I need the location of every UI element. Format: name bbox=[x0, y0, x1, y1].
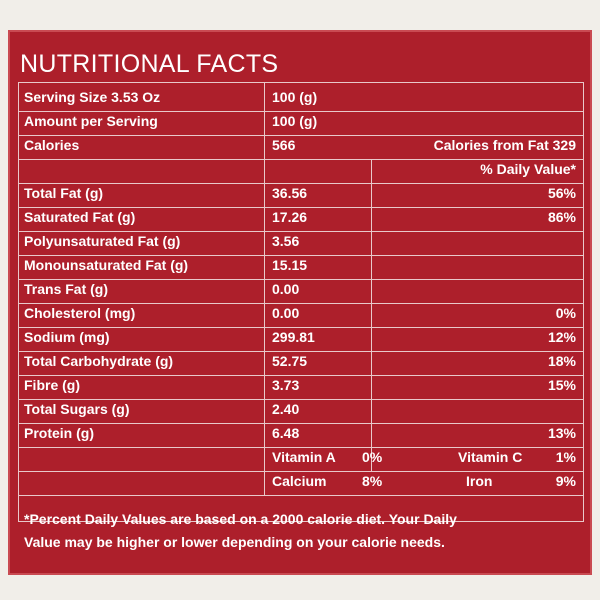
row-divider bbox=[19, 447, 583, 448]
nutrient-value: 0.00 bbox=[272, 305, 300, 321]
calories-from-fat: Calories from Fat 329 bbox=[433, 137, 576, 153]
calories-value: 566 bbox=[272, 137, 296, 153]
row-divider bbox=[19, 111, 583, 112]
nutrient-label: Total Sugars (g) bbox=[24, 401, 130, 417]
footnote: *Percent Daily Values are based on a 200… bbox=[24, 508, 584, 554]
nutrient-value: 6.48 bbox=[272, 425, 300, 441]
row-divider bbox=[19, 183, 583, 184]
panel-title: NUTRITIONAL FACTS bbox=[20, 50, 279, 78]
nutrient-value: 17.26 bbox=[272, 209, 308, 225]
nutrient-label: Monounsaturated Fat (g) bbox=[24, 257, 189, 273]
vitamin-a-value: 0% bbox=[362, 449, 383, 465]
nutrient-value: 52.75 bbox=[272, 353, 308, 369]
daily-value-header: % Daily Value* bbox=[480, 161, 576, 177]
column-divider bbox=[371, 159, 372, 471]
vitamin-c-value: 1% bbox=[555, 449, 576, 465]
row-divider bbox=[19, 303, 583, 304]
row-divider bbox=[19, 231, 583, 232]
nutrient-label: Fibre (g) bbox=[24, 377, 80, 393]
calcium-value: 8% bbox=[362, 473, 383, 489]
nutrient-value: 299.81 bbox=[272, 329, 315, 345]
nutrient-label: Sodium (mg) bbox=[24, 329, 110, 345]
nutrient-daily-value: 12% bbox=[547, 329, 576, 345]
row-divider bbox=[19, 495, 583, 496]
row-divider bbox=[19, 351, 583, 352]
nutrient-value: 0.00 bbox=[272, 281, 300, 297]
nutrient-daily-value: 0% bbox=[555, 305, 576, 321]
nutrient-value: 3.56 bbox=[272, 233, 300, 249]
row-divider bbox=[19, 279, 583, 280]
iron-label: Iron bbox=[466, 473, 493, 489]
footnote-line: Value may be higher or lower depending o… bbox=[24, 534, 445, 550]
row-divider bbox=[19, 207, 583, 208]
row-divider bbox=[19, 159, 583, 160]
nutrient-label: Protein (g) bbox=[24, 425, 94, 441]
vitamin-a-label: Vitamin A bbox=[272, 449, 336, 465]
calories-label: Calories bbox=[24, 137, 80, 153]
nutrient-daily-value: 56% bbox=[547, 185, 576, 201]
nutrient-daily-value: 15% bbox=[547, 377, 576, 393]
row-divider bbox=[19, 327, 583, 328]
calcium-label: Calcium bbox=[272, 473, 327, 489]
nutrient-label: Total Carbohydrate (g) bbox=[24, 353, 174, 369]
vitamin-c-label: Vitamin C bbox=[458, 449, 523, 465]
amount-per-serving-value: 100 (g) bbox=[272, 113, 318, 129]
nutrient-label: Saturated Fat (g) bbox=[24, 209, 136, 225]
nutrient-label: Cholesterol (mg) bbox=[24, 305, 136, 321]
column-divider bbox=[264, 83, 265, 495]
serving-size-value: 100 (g) bbox=[272, 89, 318, 105]
nutrient-label: Total Fat (g) bbox=[24, 185, 104, 201]
nutrient-value: 36.56 bbox=[272, 185, 308, 201]
iron-value: 9% bbox=[555, 473, 576, 489]
row-divider bbox=[19, 255, 583, 256]
nutrient-label: Trans Fat (g) bbox=[24, 281, 109, 297]
nutrient-value: 3.73 bbox=[272, 377, 300, 393]
nutrition-table bbox=[18, 82, 584, 522]
footnote-line: *Percent Daily Values are based on a 200… bbox=[24, 511, 457, 527]
row-divider bbox=[19, 471, 583, 472]
nutrient-daily-value: 13% bbox=[547, 425, 576, 441]
nutrient-label: Polyunsaturated Fat (g) bbox=[24, 233, 181, 249]
nutrition-facts-panel: NUTRITIONAL FACTS Serving Size 3.53 Oz 1… bbox=[8, 30, 592, 575]
nutrient-value: 15.15 bbox=[272, 257, 308, 273]
nutrient-daily-value: 18% bbox=[547, 353, 576, 369]
row-divider bbox=[19, 135, 583, 136]
row-divider bbox=[19, 399, 583, 400]
row-divider bbox=[19, 423, 583, 424]
nutrient-daily-value: 86% bbox=[547, 209, 576, 225]
row-divider bbox=[19, 375, 583, 376]
serving-size-label: Serving Size 3.53 Oz bbox=[24, 89, 161, 105]
amount-per-serving-label: Amount per Serving bbox=[24, 113, 158, 129]
nutrient-value: 2.40 bbox=[272, 401, 300, 417]
